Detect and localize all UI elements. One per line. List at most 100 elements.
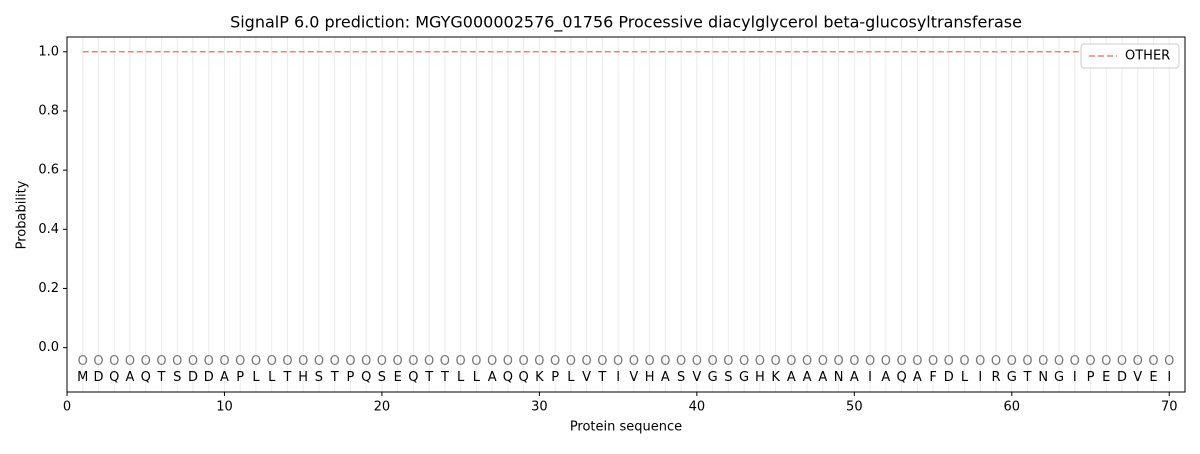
- chart-title: SignalP 6.0 prediction: MGYG000002576_01…: [230, 13, 1022, 33]
- state-label: O: [692, 354, 702, 369]
- residue-label: V: [629, 370, 638, 385]
- residue-label: A: [850, 370, 859, 385]
- y-tick-label: 0.0: [38, 340, 59, 355]
- residue-label: A: [803, 370, 812, 385]
- state-label: O: [1007, 354, 1017, 369]
- residue-label: G: [708, 370, 718, 385]
- residue-label: R: [992, 370, 1001, 385]
- state-label: O: [645, 354, 655, 369]
- residue-label: P: [1087, 370, 1095, 385]
- residue-label: G: [1007, 370, 1017, 385]
- state-label: O: [519, 354, 529, 369]
- state-label: O: [471, 354, 481, 369]
- state-label: O: [503, 354, 513, 369]
- residue-label: S: [173, 370, 181, 385]
- state-label: O: [109, 354, 119, 369]
- state-label: O: [534, 354, 544, 369]
- residue-label: S: [724, 370, 732, 385]
- residue-label: F: [929, 370, 936, 385]
- state-label: O: [1054, 354, 1064, 369]
- residue-label: A: [126, 370, 135, 385]
- state-label: O: [707, 354, 717, 369]
- residue-label: D: [944, 370, 954, 385]
- state-label: O: [377, 354, 387, 369]
- state-label: O: [833, 354, 843, 369]
- residue-label: L: [961, 370, 969, 385]
- residue-label: S: [677, 370, 685, 385]
- residue-label: L: [252, 370, 260, 385]
- state-label: O: [849, 354, 859, 369]
- x-tick-label: 0: [63, 400, 71, 415]
- state-label: O: [440, 354, 450, 369]
- residue-label: T: [330, 370, 339, 385]
- state-label: O: [959, 354, 969, 369]
- state-label: O: [928, 354, 938, 369]
- residue-label: A: [818, 370, 827, 385]
- x-tick-label: 20: [374, 400, 391, 415]
- state-label: O: [865, 354, 875, 369]
- residue-label: P: [347, 370, 355, 385]
- residue-label: D: [188, 370, 198, 385]
- y-tick-label: 1.0: [38, 44, 59, 59]
- state-label: O: [172, 354, 182, 369]
- state-label: O: [1148, 354, 1158, 369]
- residue-label: D: [93, 370, 103, 385]
- state-label: O: [881, 354, 891, 369]
- x-tick-label: 10: [216, 400, 233, 415]
- residue-label: Q: [141, 370, 151, 385]
- state-label: O: [991, 354, 1001, 369]
- x-tick-label: 30: [531, 400, 548, 415]
- residue-label: E: [1102, 370, 1110, 385]
- residue-label: S: [315, 370, 323, 385]
- state-label: O: [156, 354, 166, 369]
- residue-label: N: [1038, 370, 1048, 385]
- residue-label: L: [457, 370, 465, 385]
- y-tick-label: 0.2: [38, 281, 59, 296]
- state-label: O: [818, 354, 828, 369]
- state-label: O: [597, 354, 607, 369]
- legend-box: [1080, 43, 1180, 69]
- residue-label: P: [551, 370, 559, 385]
- residue-label: I: [978, 370, 982, 385]
- state-label: O: [660, 354, 670, 369]
- plot-frame: [66, 36, 1186, 393]
- state-label: O: [78, 354, 88, 369]
- residue-label: V: [582, 370, 591, 385]
- state-label: O: [487, 354, 497, 369]
- state-label: O: [298, 354, 308, 369]
- residue-label: S: [378, 370, 386, 385]
- x-tick-label: 70: [1161, 400, 1178, 415]
- residue-label: N: [834, 370, 844, 385]
- residue-label: T: [157, 370, 166, 385]
- state-label: O: [550, 354, 560, 369]
- state-label: O: [219, 354, 229, 369]
- residue-label: Q: [408, 370, 418, 385]
- state-label: O: [408, 354, 418, 369]
- residue-label: L: [473, 370, 481, 385]
- state-label: O: [204, 354, 214, 369]
- residue-label: I: [1073, 370, 1077, 385]
- state-label: O: [330, 354, 340, 369]
- residue-label: T: [1023, 370, 1032, 385]
- residue-label: A: [488, 370, 497, 385]
- state-label: O: [282, 354, 292, 369]
- state-label: O: [188, 354, 198, 369]
- residue-label: T: [282, 370, 291, 385]
- state-label: O: [1022, 354, 1032, 369]
- state-label: O: [770, 354, 780, 369]
- residue-label: G: [739, 370, 749, 385]
- state-label: O: [141, 354, 151, 369]
- state-label: O: [345, 354, 355, 369]
- legend-label: OTHER: [1125, 49, 1170, 64]
- state-label: O: [1164, 354, 1174, 369]
- state-label: O: [582, 354, 592, 369]
- state-label: O: [786, 354, 796, 369]
- state-label: O: [393, 354, 403, 369]
- residue-label: V: [692, 370, 701, 385]
- state-label: O: [755, 354, 765, 369]
- residue-label: Q: [109, 370, 119, 385]
- residue-label: P: [236, 370, 244, 385]
- residue-label: L: [567, 370, 575, 385]
- residue-label: A: [661, 370, 670, 385]
